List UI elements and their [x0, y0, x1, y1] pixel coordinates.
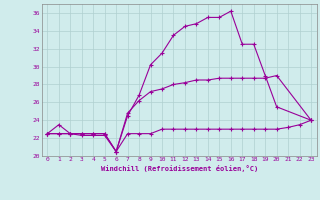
X-axis label: Windchill (Refroidissement éolien,°C): Windchill (Refroidissement éolien,°C) [100, 165, 258, 172]
